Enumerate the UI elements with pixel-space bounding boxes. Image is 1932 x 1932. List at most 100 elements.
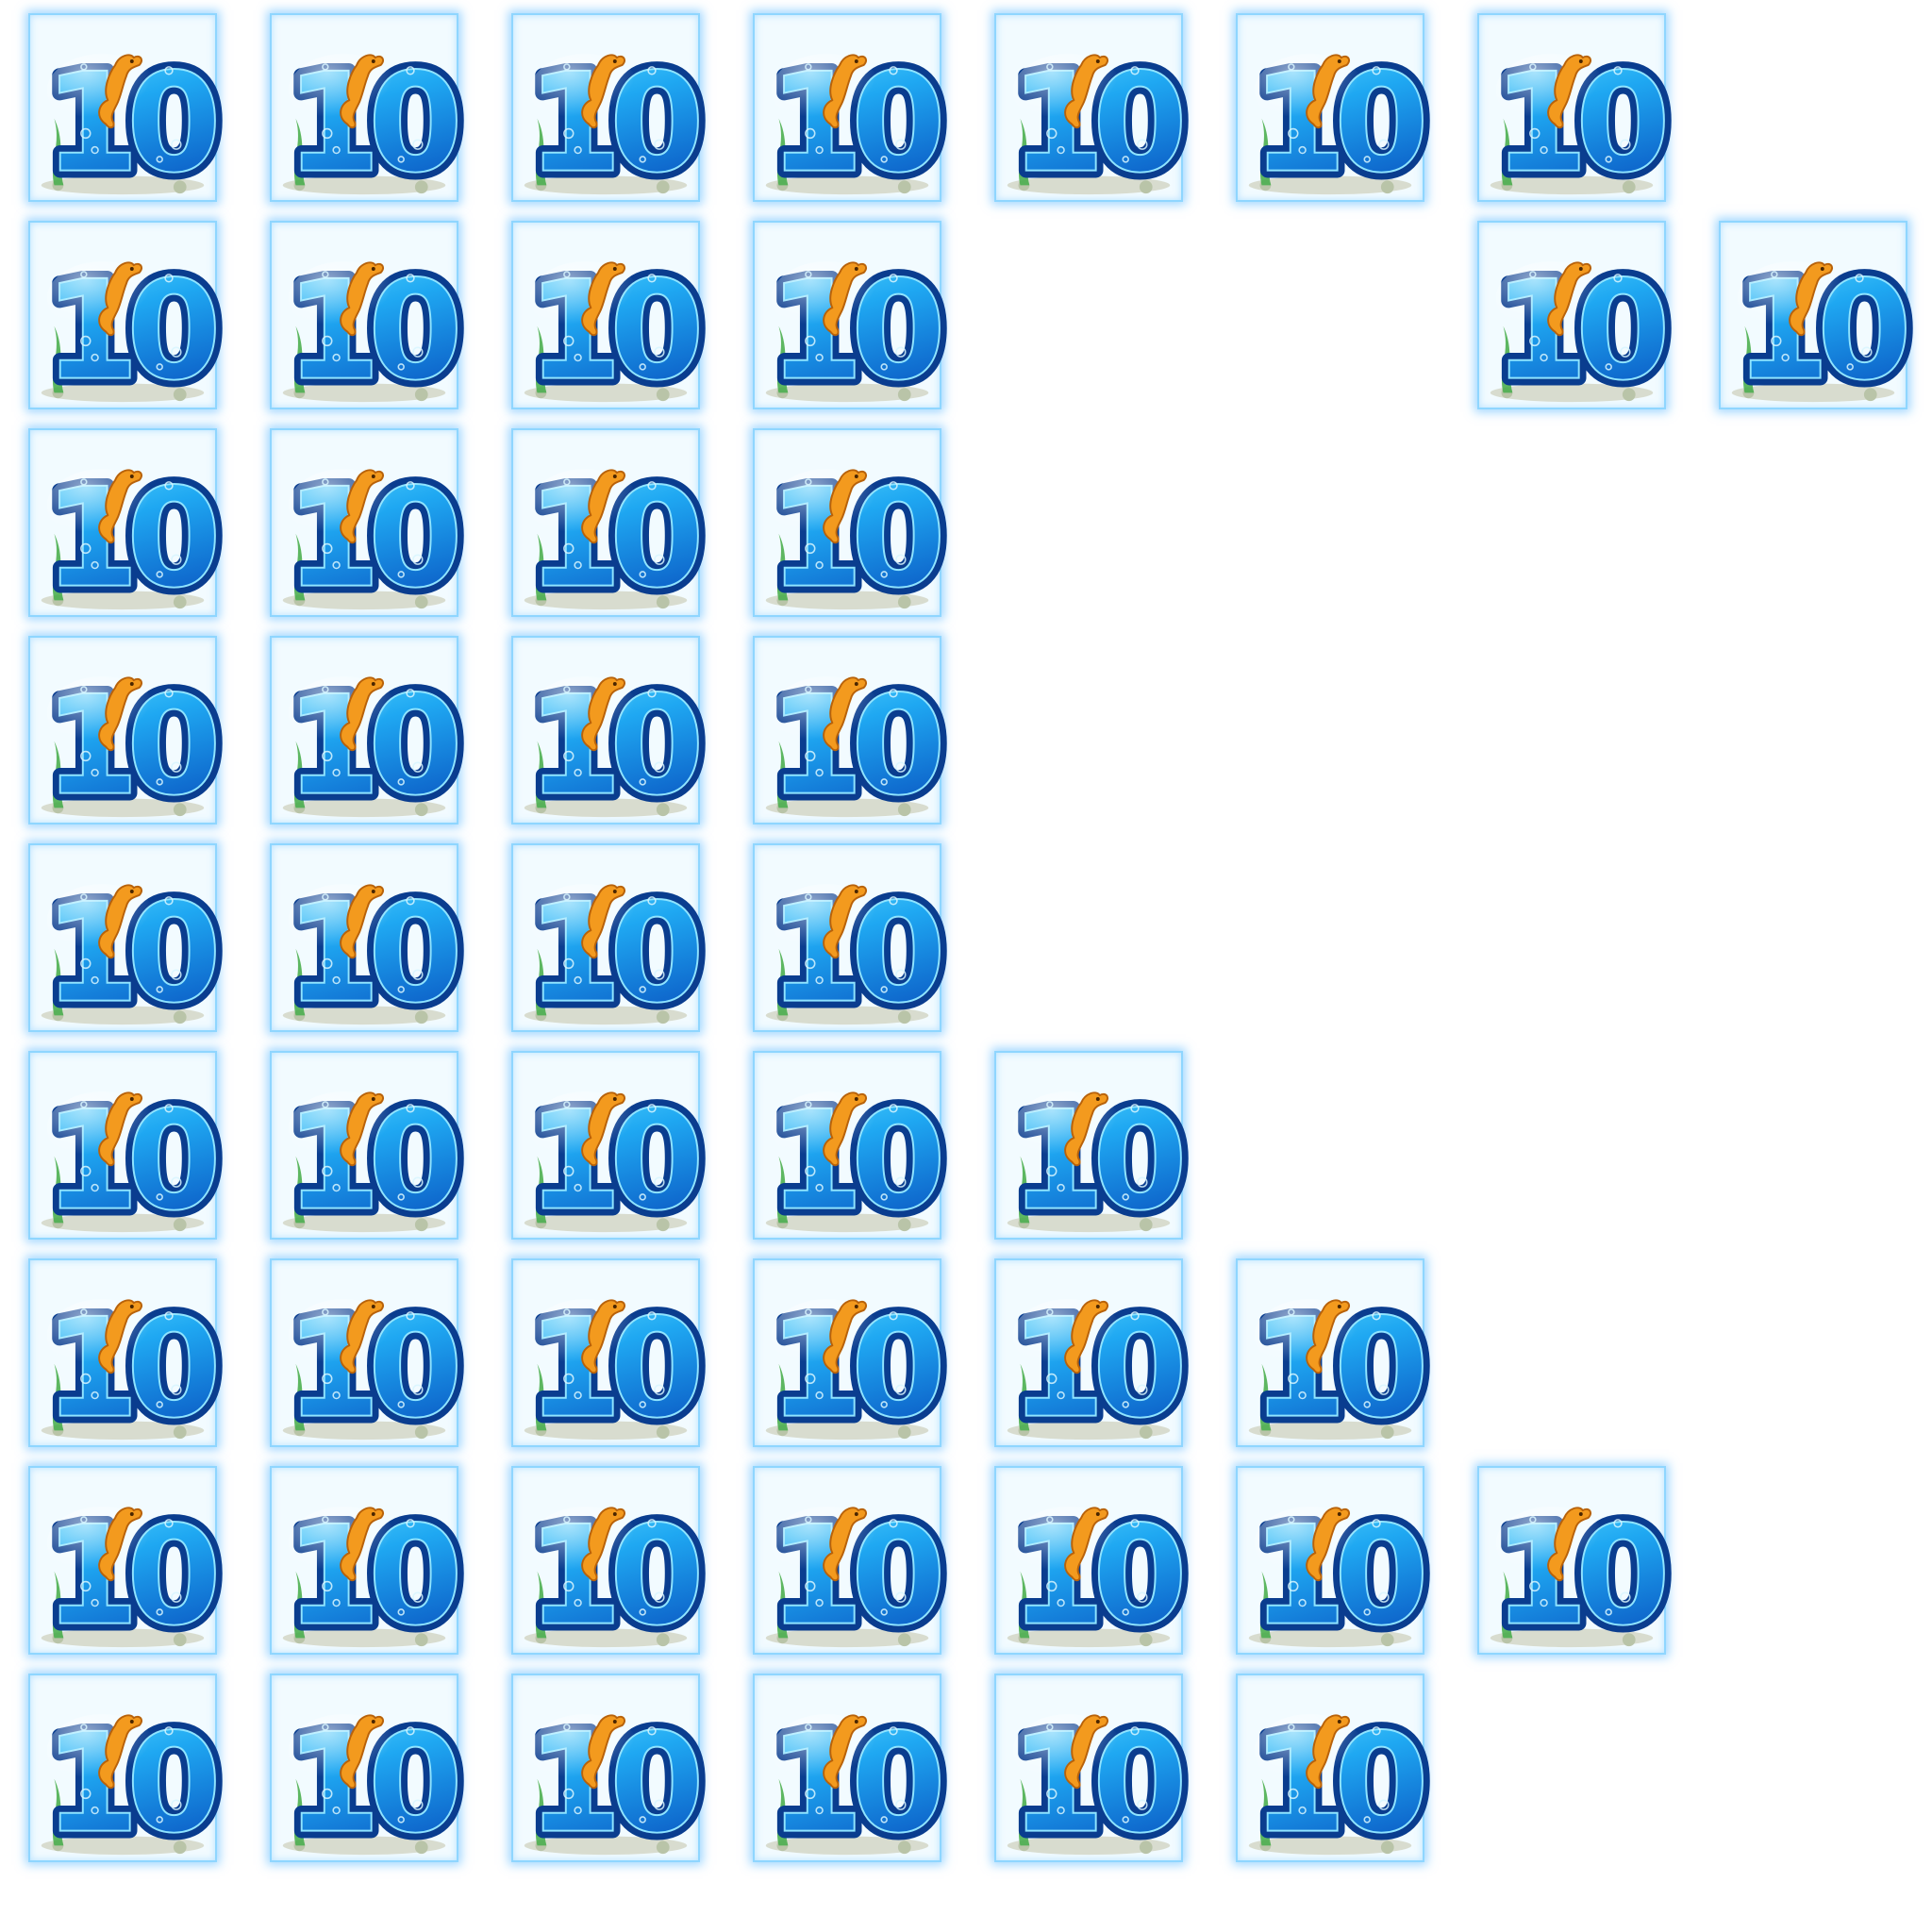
ten-symbol-tile: 10 10	[270, 1674, 477, 1872]
seahorse-icon	[98, 1714, 143, 1790]
seaweed-icon	[535, 1363, 547, 1431]
ten-label-outline: 10	[1252, 1290, 1423, 1449]
ten-symbol-graphic: 10 10	[37, 244, 236, 419]
seahorse-icon	[581, 676, 626, 752]
bubble-icon	[80, 893, 182, 993]
seaweed-icon	[1259, 1778, 1272, 1846]
ten-symbol-tile: 10 10	[270, 636, 476, 833]
ten-symbol-graphic: 10 10	[1486, 1490, 1685, 1664]
seaweed-icon	[535, 1571, 547, 1639]
bubble-icon	[322, 478, 424, 578]
seaweed-icon	[776, 118, 789, 186]
seaweed-icon	[293, 741, 306, 808]
bubble-icon	[1046, 1101, 1148, 1201]
ten-symbol-tile: 10 10	[1477, 221, 1684, 418]
sand-mound	[765, 1421, 929, 1441]
bubble-icon	[563, 478, 665, 578]
ten-symbol-graphic: 10 10	[37, 37, 236, 211]
ten-symbol-graphic: 10 10	[278, 244, 477, 419]
sand-mound	[282, 383, 446, 403]
seahorse-icon	[98, 261, 143, 337]
seahorse-icon	[340, 261, 385, 337]
bubble-icon	[1529, 63, 1631, 163]
seahorse-icon	[1306, 1714, 1351, 1790]
ten-symbol-tile: 10 10	[753, 13, 959, 210]
seahorse-icon	[1064, 1091, 1109, 1167]
ten-symbol-graphic: 10 10	[1003, 1074, 1202, 1249]
bubble-icon	[80, 1308, 182, 1408]
seahorse-icon	[98, 54, 143, 129]
bubble-icon	[805, 478, 907, 578]
seahorse-icon	[340, 1299, 385, 1374]
seaweed-icon	[776, 948, 789, 1016]
sand-mound	[765, 1213, 929, 1233]
seahorse-icon	[581, 54, 626, 129]
ten-label: 10	[44, 874, 215, 1034]
ten-label-outline: 10	[527, 252, 698, 411]
ten-symbol-graphic: 10 10	[520, 1282, 719, 1457]
seaweed-icon	[1018, 1156, 1030, 1224]
bubble-icon	[1046, 63, 1148, 163]
seahorse-icon	[340, 676, 385, 752]
ten-symbol-graphic: 10 10	[1003, 1282, 1202, 1457]
sand-mound	[41, 1213, 205, 1233]
seaweed-icon	[776, 1778, 789, 1846]
seahorse-icon	[340, 1714, 385, 1790]
seaweed-icon	[535, 741, 547, 808]
ten-symbol-graphic: 10 10	[278, 1697, 477, 1872]
sand-mound	[1731, 383, 1895, 403]
seahorse-icon	[1064, 1714, 1109, 1790]
sand-mound	[1007, 1836, 1171, 1856]
seahorse-icon	[98, 1091, 143, 1167]
ten-symbol-tile: 10 10	[753, 1674, 959, 1871]
seahorse-icon	[1547, 261, 1592, 337]
seaweed-icon	[1742, 325, 1755, 393]
ten-symbol-graphic: 10 10	[37, 1282, 236, 1457]
bubble-icon	[322, 1101, 424, 1201]
ten-symbol-tile: 10 10	[270, 843, 476, 1041]
bubble-icon	[80, 1724, 182, 1824]
bubble-icon	[805, 271, 907, 371]
ten-symbol-graphic: 10 10	[1244, 1282, 1443, 1457]
ten-symbol-graphic: 10 10	[278, 1074, 477, 1249]
ten-symbol-tile: 10 10	[753, 1258, 959, 1456]
sand-mound	[524, 591, 688, 610]
bubble-icon	[1529, 271, 1631, 371]
ten-symbol-tile: 10 10	[270, 1051, 477, 1249]
ten-symbol-tile: 10 10	[270, 13, 476, 210]
bubble-icon	[563, 1101, 665, 1201]
bubble-icon	[322, 893, 424, 993]
seaweed-icon	[776, 741, 789, 808]
sand-mound	[765, 1628, 929, 1648]
sand-mound	[524, 175, 688, 195]
seaweed-icon	[776, 1363, 789, 1431]
ten-symbol-tile: 10 10	[1236, 1258, 1443, 1457]
sand-mound	[765, 591, 929, 610]
seahorse-icon	[98, 1507, 143, 1582]
ten-symbol-tile: 10 10	[28, 221, 236, 419]
sand-mound	[41, 383, 205, 403]
seahorse-icon	[1306, 54, 1351, 129]
seaweed-icon	[293, 1156, 306, 1224]
seahorse-icon	[340, 1091, 385, 1167]
seahorse-icon	[340, 54, 385, 129]
bubble-icon	[563, 1308, 665, 1408]
ten-symbol-tile: 10 10	[1236, 1674, 1442, 1871]
seahorse-icon	[823, 261, 868, 337]
sand-mound	[1007, 1213, 1171, 1233]
ten-symbol-graphic: 10 10	[1244, 37, 1443, 211]
seahorse-icon	[1306, 1507, 1351, 1582]
bubble-icon	[322, 1724, 424, 1824]
seaweed-icon	[1259, 1363, 1272, 1431]
ten-symbol-tile: 10 10	[511, 1674, 719, 1872]
ten-symbol-graphic: 10 10	[37, 1490, 236, 1664]
ten-symbol-graphic: 10 10	[520, 37, 719, 211]
seaweed-icon	[52, 325, 64, 393]
ten-symbol-graphic: 10 10	[520, 1697, 719, 1872]
seahorse-icon	[1306, 1299, 1351, 1374]
ten-symbol-graphic: 10 10	[761, 1074, 960, 1249]
ten-symbol-graphic: 10 10	[1486, 37, 1685, 211]
seaweed-icon	[293, 1778, 306, 1846]
seahorse-icon	[340, 1507, 385, 1582]
bubble-icon	[563, 271, 665, 371]
